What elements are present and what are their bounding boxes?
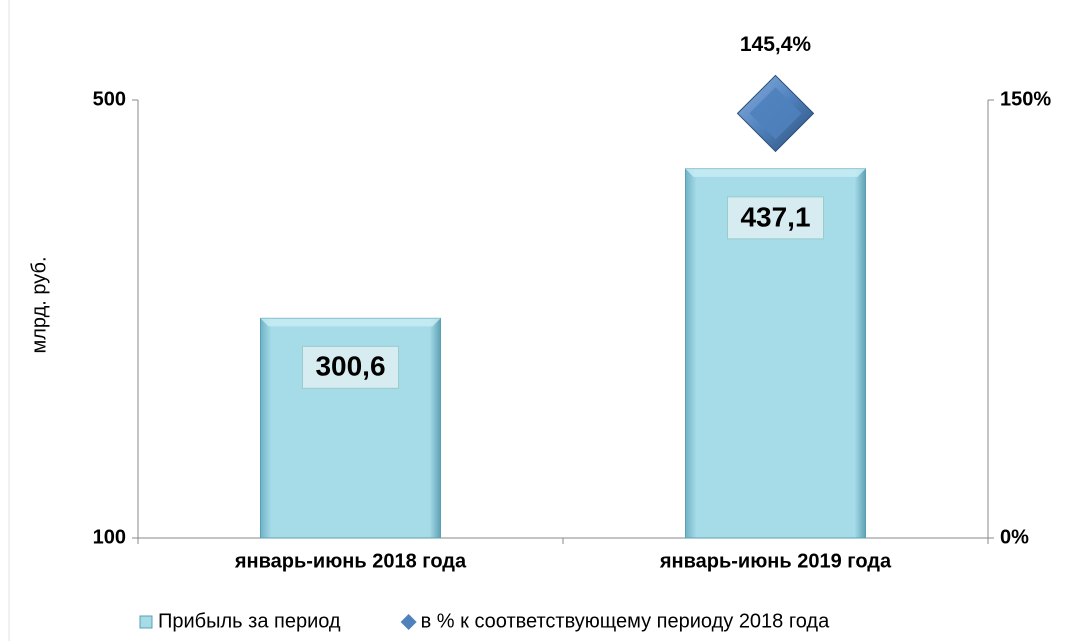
y-axis-label: млрд. руб. bbox=[28, 256, 50, 353]
bar-bevel bbox=[260, 318, 441, 327]
legend-swatch bbox=[400, 614, 417, 630]
bar-bevel bbox=[685, 168, 866, 177]
y-tick-label: 500 bbox=[93, 88, 126, 110]
x-tick-label: январь-июнь 2019 года bbox=[659, 550, 892, 572]
data-label: 300,6 bbox=[315, 351, 385, 382]
legend-label: Прибыль за период bbox=[158, 610, 341, 632]
legend-swatch bbox=[139, 615, 153, 629]
y2-tick-label: 0% bbox=[1000, 526, 1029, 548]
data-label-box bbox=[302, 345, 399, 389]
x-tick-label: январь-июнь 2018 года bbox=[234, 550, 467, 572]
y2-tick-label: 150% bbox=[1000, 88, 1051, 110]
y-tick-label: 100 bbox=[93, 526, 126, 548]
data-label-box bbox=[727, 196, 824, 240]
point-face bbox=[749, 87, 802, 140]
data-label: 145,4% bbox=[740, 33, 812, 56]
legend-label: в % к соответствующему периоду 2018 года bbox=[421, 610, 830, 632]
data-label: 437,1 bbox=[740, 201, 810, 232]
